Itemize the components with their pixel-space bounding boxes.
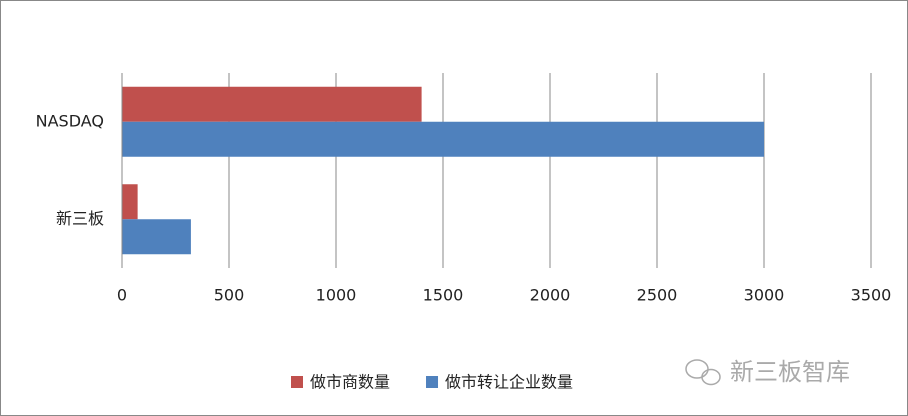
watermark-icon [685,359,721,386]
x-tick-label: 0 [117,286,127,305]
y-tick-label: NASDAQ [36,111,104,130]
x-tick-label: 3000 [744,286,785,305]
legend-swatch [291,376,303,388]
legend-swatch [426,376,439,388]
x-tick-label: 2500 [637,286,678,305]
legend-label: 做市商数量 [310,373,390,392]
bar [122,121,764,157]
bar [122,86,422,122]
x-tick-label: 1500 [423,286,464,305]
x-tick-label: 500 [214,286,245,305]
x-tick-label: 3500 [851,286,892,305]
bar [122,184,138,220]
x-tick-label: 2000 [530,286,571,305]
x-tick-label: 1000 [316,286,357,305]
legend-label: 做市转让企业数量 [445,373,573,392]
watermark: 新三板智库 [730,358,850,386]
y-tick-label: 新三板 [56,209,104,228]
bar [122,219,191,255]
